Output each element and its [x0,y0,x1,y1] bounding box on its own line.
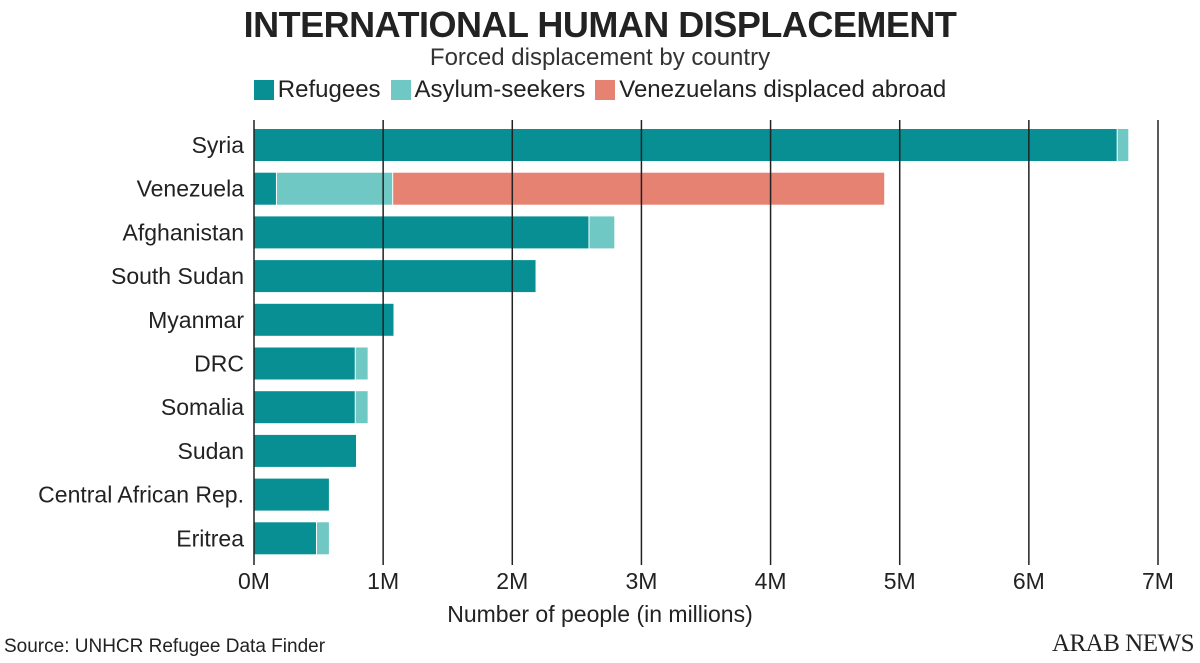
x-axis-label: Number of people (in millions) [447,601,753,627]
category-label: Myanmar [148,307,244,333]
bar-segment [589,216,615,249]
category-label: Venezuela [137,176,245,202]
bar-segment [254,347,355,380]
x-tick-label: 4M [755,568,787,594]
bar-segment [1117,129,1129,161]
category-label: Syria [192,132,245,158]
category-label: Afghanistan [123,219,244,245]
category-label: Sudan [177,438,244,464]
chart-subtitle: Forced displacement by country [429,44,771,71]
bar-segment [276,172,393,205]
x-tick-label: 0M [238,568,270,594]
bar-segment [316,522,329,555]
x-tick-label: 7M [1142,568,1174,594]
bar-segment [254,260,536,293]
bar-segment [355,391,368,424]
bar-segment [355,347,368,380]
legend: Refugees Asylum-seekers Venezuelans displa… [0,76,1200,104]
category-label: South Sudan [111,263,244,289]
bar-segment [393,172,885,205]
x-tick-label: 3M [625,568,657,594]
bar-segment [254,216,589,249]
source-note: Source: UNHCR Refugee Data Finder [4,636,326,657]
bar-segment [254,478,329,511]
x-tick-label: 2M [496,568,528,594]
category-label: DRC [194,351,244,377]
bar-segment [254,129,1117,161]
legend-swatch [253,80,274,100]
bar-segment [254,172,276,205]
x-tick-label: 6M [1013,568,1045,594]
legend-label: Refugees [277,76,381,103]
legend-item: Asylum-seekers [390,76,586,104]
legend-label: Venezuelans displaced abroad [619,76,947,103]
category-label: Central African Rep. [38,482,244,508]
bar-segment [254,434,357,467]
bar-segment [254,391,355,424]
category-label: Eritrea [176,525,244,551]
chart-title: INTERNATIONAL HUMAN DISPLACEMENT [243,4,957,45]
bar-segment [254,522,316,555]
category-label: Somalia [161,394,244,420]
legend-swatch [390,80,411,100]
x-tick-label: 5M [884,568,916,594]
legend-item: Venezuelans displaced abroad [595,76,946,104]
legend-item: Refugees [253,76,381,104]
x-tick-label: 1M [367,568,399,594]
arab-news-logo: ARAB NEWS [1051,630,1195,657]
bar-segment [254,303,394,336]
legend-label: Asylum-seekers [414,76,586,103]
legend-swatch [595,80,616,100]
